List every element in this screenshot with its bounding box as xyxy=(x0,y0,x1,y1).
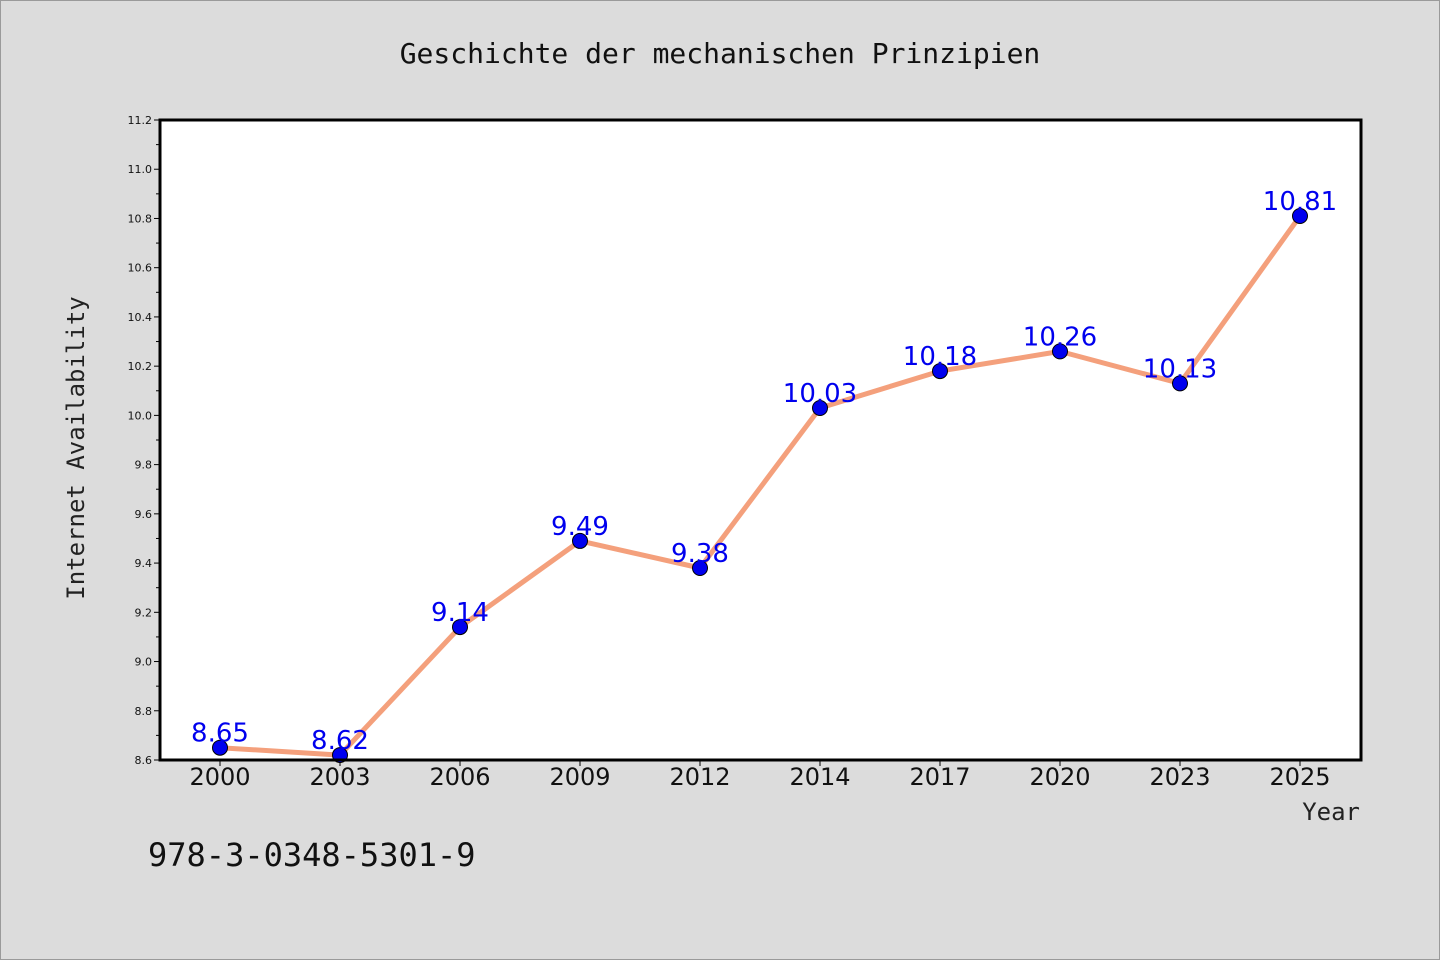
y-tick-label: 9.6 xyxy=(135,508,153,521)
x-tick-label: 2014 xyxy=(789,763,850,791)
plot-frame xyxy=(158,118,1363,762)
data-point xyxy=(452,619,468,636)
data-label: 8.62 xyxy=(311,726,369,756)
x-tick-label: 2023 xyxy=(1149,763,1210,791)
data-point xyxy=(1052,343,1068,360)
data-label: 9.14 xyxy=(431,598,489,628)
x-tick-label: 2012 xyxy=(669,763,730,791)
data-point xyxy=(692,560,708,576)
y-tick-label: 10.2 xyxy=(128,360,153,373)
x-tick-label: 2017 xyxy=(909,763,970,791)
y-tick-label: 9.2 xyxy=(135,606,153,619)
y-tick-label: 9.0 xyxy=(135,656,153,669)
x-tick-label: 2006 xyxy=(429,763,490,791)
y-tick-label: 10.0 xyxy=(128,409,153,422)
y-tick-label: 11.0 xyxy=(128,163,153,176)
x-tick-label: 2025 xyxy=(1269,763,1330,791)
y-tick-label: 10.6 xyxy=(128,262,153,275)
y-tick-label: 8.8 xyxy=(135,705,153,718)
data-label: 10.81 xyxy=(1263,187,1337,217)
chart-title: Geschichte der mechanischen Prinzipien xyxy=(400,37,1041,70)
y-tick-label: 9.4 xyxy=(135,557,153,570)
data-label: 10.26 xyxy=(1023,322,1097,352)
data-label: 10.18 xyxy=(903,342,977,372)
x-tick-label: 2009 xyxy=(549,763,610,791)
y-tick-label: 9.8 xyxy=(135,459,153,472)
series-line xyxy=(217,213,1303,758)
x-axis-label: Year xyxy=(1302,798,1360,826)
y-tick-label: 11.2 xyxy=(128,114,153,127)
data-label: 10.13 xyxy=(1143,354,1217,384)
data-label: 9.38 xyxy=(671,539,729,569)
y-tick-label: 10.8 xyxy=(128,212,153,225)
x-axis-ticks: 2000 2003 2006 2009 2012 2014 2017 2020 2023 2025 xyxy=(189,760,1331,791)
x-tick-label: 2003 xyxy=(309,763,370,791)
x-tick-label: 2000 xyxy=(189,763,250,791)
data-point xyxy=(932,363,948,380)
y-axis-label: Internet Availability xyxy=(62,296,90,599)
data-point xyxy=(212,739,228,756)
data-point xyxy=(1292,208,1308,224)
data-label: 10.03 xyxy=(783,379,857,409)
data-point xyxy=(812,400,828,416)
isbn-text: 978-3-0348-5301-9 xyxy=(148,836,476,874)
data-point xyxy=(1172,375,1188,392)
y-axis-ticks: 8.6 8.8 9.0 9.2 9.4 9.6 9.8 10.0 10.2 10.4 10.6 10.… xyxy=(128,114,160,767)
series-group: 8.65 8.62 9.14 9.49 9.38 10.03 10.18 10.26 10.13… xyxy=(191,187,1337,764)
x-tick-label: 2020 xyxy=(1029,763,1090,791)
data-point xyxy=(572,532,588,549)
data-label: 9.49 xyxy=(551,512,609,542)
y-tick-label: 8.6 xyxy=(135,754,153,767)
y-tick-label: 10.4 xyxy=(128,311,153,324)
data-label: 8.65 xyxy=(191,719,249,749)
plot-area xyxy=(160,120,1361,760)
